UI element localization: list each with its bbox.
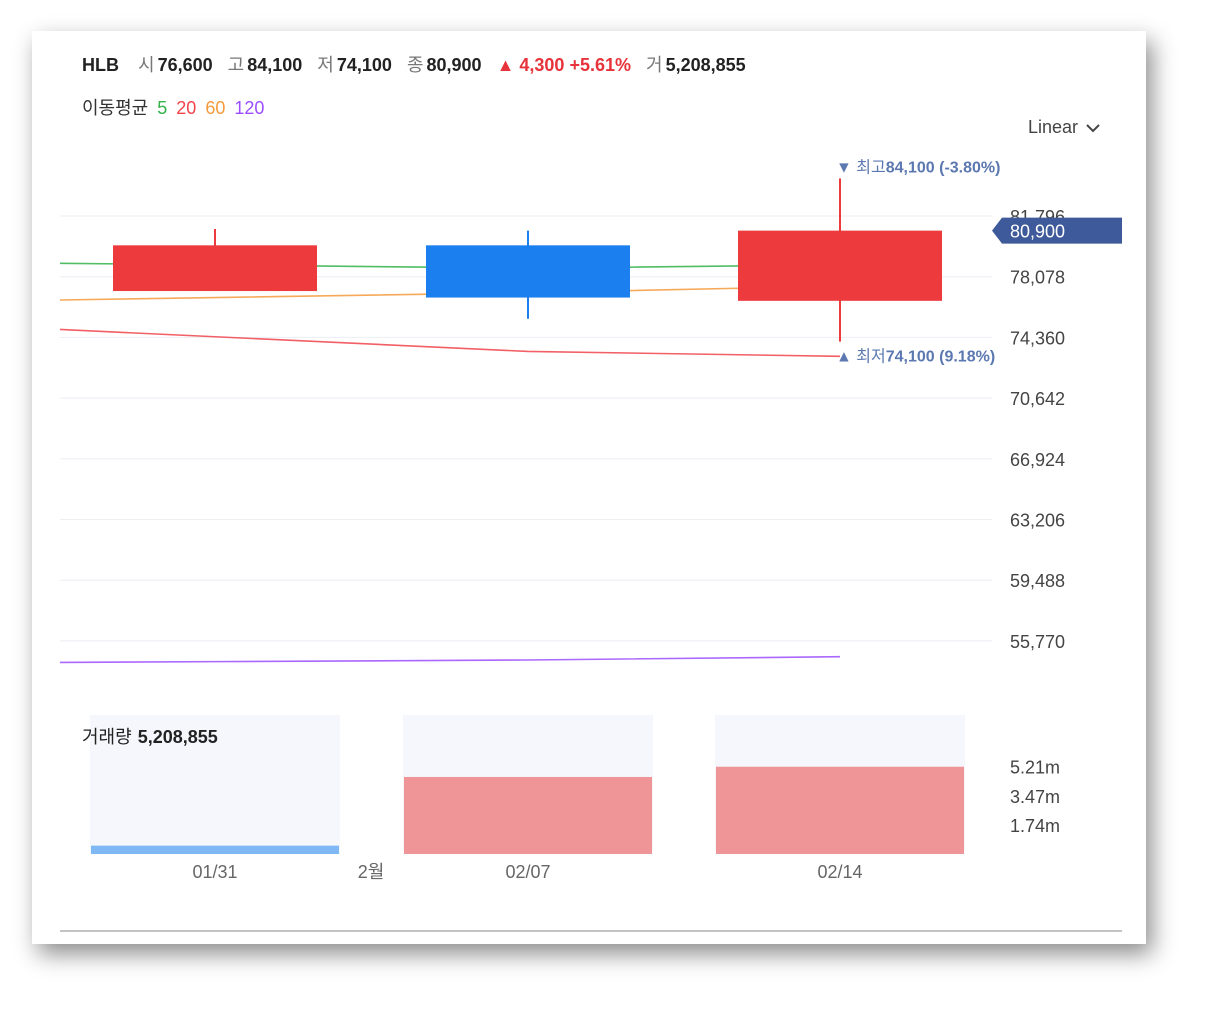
scale-selector[interactable]: Linear [1028, 117, 1100, 138]
high-label: 고 [227, 55, 245, 75]
chevron-down-icon [1086, 117, 1100, 138]
volume-panel-value: 5,208,855 [137, 727, 218, 747]
low-annotation: ▲ 최저74,100 (9.18%) [836, 348, 995, 366]
scale-selector-value: Linear [1028, 117, 1079, 137]
moving-average-label: 이동평균 [82, 98, 149, 118]
ma-5-label[interactable]: 5 [157, 98, 168, 118]
current-price-badge [992, 217, 1122, 244]
price-tick-label: 59,488 [1010, 571, 1065, 591]
ma-20-label[interactable]: 20 [176, 98, 197, 118]
ticker-symbol: HLB [82, 55, 119, 75]
current-price-badge-text: 80,900 [1010, 222, 1065, 242]
moving-average-line-120 [59, 655, 841, 664]
volume-bar [91, 845, 339, 854]
date-tick-label: 02/14 [817, 862, 862, 882]
price-tick-label: 63,206 [1010, 511, 1065, 531]
candle-body [426, 245, 630, 298]
open-value: 76,600 [157, 55, 213, 75]
volume-tick-label: 5.21m [1010, 758, 1060, 778]
volume-bar [716, 766, 964, 854]
price-tick-label: 55,770 [1010, 632, 1065, 652]
price-tick-label: 70,642 [1010, 389, 1065, 409]
price-chart: 81,79678,07874,36070,64266,92463,20659,4… [59, 158, 1122, 932]
price-tick-label: 66,924 [1010, 450, 1065, 470]
ma-60-label[interactable]: 60 [205, 98, 226, 118]
candle-body [738, 230, 942, 301]
volume-bar-background [90, 715, 340, 854]
low-value: 74,100 [336, 55, 392, 75]
close-value: 80,900 [426, 55, 482, 75]
chart-panel: HLB 시 76,600 고 84,100 저 74,100 종 80,900 ▲ 4,… [32, 31, 1146, 944]
price-tick-label: 78,078 [1010, 268, 1065, 288]
candle-body [113, 245, 317, 292]
volume-panel-label: 거래량 5,208,855 [82, 723, 218, 749]
volume-label: 거 [646, 55, 663, 75]
date-tick-label: 2월 [358, 862, 385, 882]
open-label: 시 [138, 55, 155, 75]
close-label: 종 [406, 55, 424, 75]
volume-panel-title: 거래량 [82, 727, 132, 747]
volume-bar [404, 776, 652, 854]
date-tick-label: 01/31 [192, 862, 237, 882]
volume-tick-label: 1.74m [1010, 816, 1060, 836]
price-tick-label: 74,360 [1010, 328, 1065, 348]
date-tick-label: 02/07 [505, 862, 550, 882]
change-value: ▲ 4,300 +5.61% [496, 55, 631, 75]
volume-tick-label: 3.47m [1010, 787, 1060, 807]
high-annotation: ▼ 최고84,100 (-3.80%) [836, 158, 1000, 176]
high-value: 84,100 [247, 55, 303, 75]
moving-average-line-60 [59, 285, 841, 301]
price-summary: HLB 시 76,600 고 84,100 저 74,100 종 80,900 ▲ 4,… [82, 51, 756, 77]
ma-120-label[interactable]: 120 [234, 98, 265, 118]
volume-value: 5,208,855 [665, 55, 746, 75]
low-label: 저 [317, 55, 334, 75]
moving-average-line-20 [59, 328, 841, 358]
moving-average-legend: 이동평균 5 20 60 120 [82, 94, 264, 120]
